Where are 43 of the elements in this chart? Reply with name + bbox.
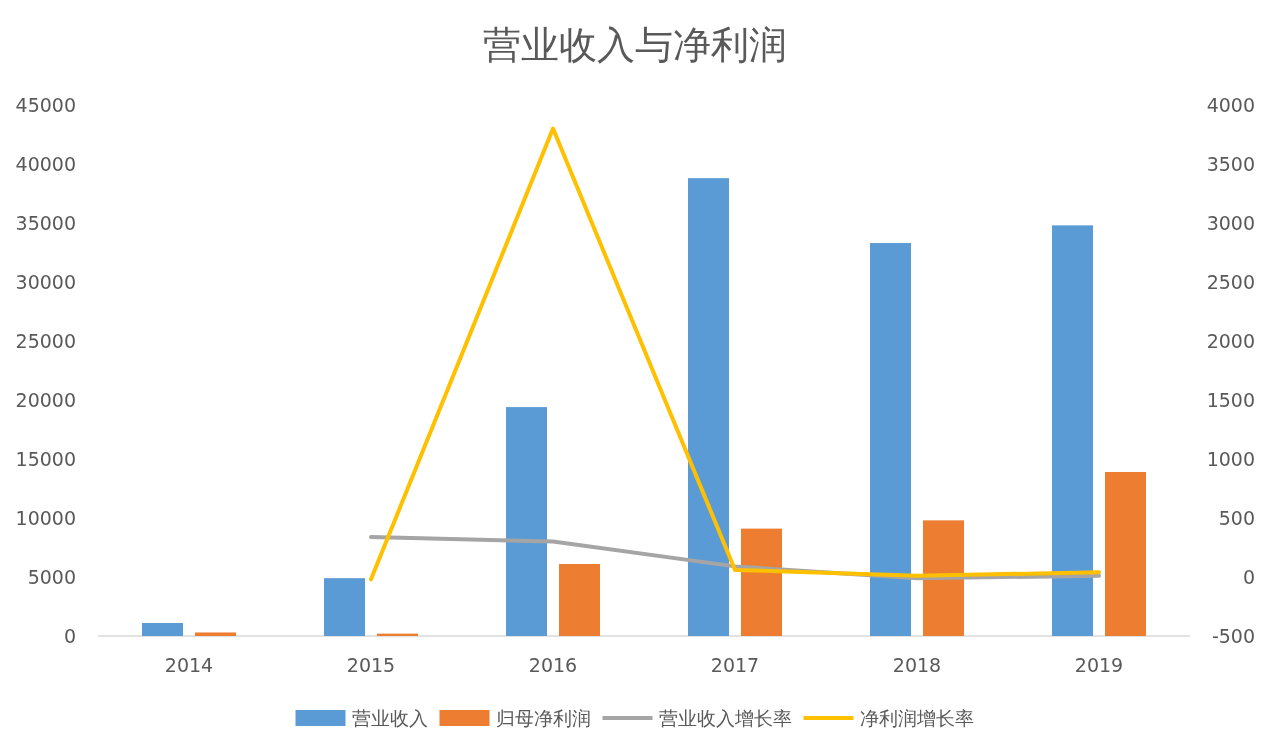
- x-tick-label: 2018: [892, 654, 942, 676]
- bar: [923, 520, 964, 636]
- y2-tick-label: -500: [1211, 625, 1255, 647]
- bar: [870, 243, 911, 636]
- bar: [1105, 471, 1146, 636]
- y-tick-label: 30000: [15, 271, 76, 293]
- y-tick-label: 45000: [15, 94, 76, 116]
- y2-tick-label: 1000: [1206, 448, 1255, 470]
- y-tick-label: 10000: [15, 507, 76, 529]
- y2-tick-label: 3500: [1206, 153, 1255, 175]
- bar: [1052, 225, 1093, 636]
- x-tick-label: 2019: [1074, 654, 1124, 676]
- bar: [688, 178, 729, 636]
- y-tick-label: 35000: [15, 212, 76, 234]
- y-tick-label: 0: [63, 625, 76, 647]
- y2-tick-label: 3000: [1206, 212, 1255, 234]
- legend-label: 归母净利润: [495, 707, 591, 729]
- y-tick-label: 40000: [15, 153, 76, 175]
- y2-tick-label: 0: [1242, 566, 1255, 588]
- y2-tick-label: 2500: [1206, 271, 1255, 293]
- line-series: [369, 126, 1101, 582]
- bar: [741, 528, 782, 636]
- legend-label: 营业收入: [351, 707, 428, 729]
- x-tick-label: 2015: [346, 654, 396, 676]
- y-tick-label: 15000: [15, 448, 76, 470]
- bar: [559, 564, 600, 636]
- y2-tick-label: 2000: [1206, 330, 1255, 352]
- y-tick-label: 20000: [15, 389, 76, 411]
- y-tick-label: 5000: [27, 566, 76, 588]
- y2-tick-label: 4000: [1206, 94, 1255, 116]
- chart-title: 营业收入与净利润: [482, 23, 787, 67]
- y-tick-label: 25000: [15, 330, 76, 352]
- bar: [324, 578, 365, 636]
- x-tick-label: 2017: [710, 654, 760, 676]
- legend-label: 净利润增长率: [859, 707, 974, 729]
- bar: [506, 407, 547, 636]
- x-tick-label: 2016: [528, 654, 578, 676]
- bar: [195, 632, 236, 636]
- y2-tick-label: 1500: [1206, 389, 1255, 411]
- y2-tick-label: 500: [1218, 507, 1255, 529]
- bar: [142, 623, 183, 636]
- legend-label: 营业收入增长率: [658, 707, 792, 729]
- x-tick-label: 2014: [164, 654, 214, 676]
